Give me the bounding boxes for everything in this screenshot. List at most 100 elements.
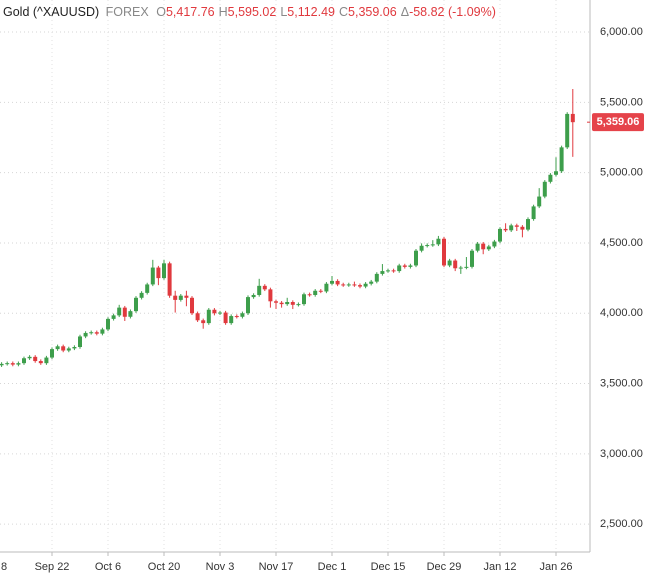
- candle-body: [324, 283, 329, 292]
- candle-body: [257, 285, 262, 295]
- candle-body: [139, 292, 144, 298]
- candle-body: [201, 320, 206, 324]
- candle-body: [296, 304, 301, 306]
- candle-body: [50, 349, 54, 358]
- candle-body: [66, 348, 71, 351]
- candle-body: [458, 267, 463, 269]
- candle-body: [436, 238, 441, 245]
- candle-body: [559, 147, 564, 172]
- candle-body: [78, 336, 82, 348]
- y-tick-label: 5,500.00: [600, 96, 643, 108]
- candle-body: [162, 263, 166, 279]
- candle-body: [268, 289, 273, 302]
- x-tick-label: Dec 15: [371, 561, 406, 573]
- candle-body: [492, 241, 497, 247]
- candle-body: [44, 357, 49, 364]
- last-price-label: 5,359.06: [597, 116, 640, 128]
- candle-body: [498, 228, 502, 242]
- candle-body: [22, 358, 26, 364]
- field-prefix: Δ: [401, 5, 409, 19]
- field-value: 5,359.06: [348, 5, 397, 19]
- candle-body: [246, 297, 250, 314]
- candle-body: [83, 332, 88, 337]
- candle-body: [212, 309, 217, 314]
- candle-body: [374, 273, 379, 282]
- x-tick-label: Dec 1: [318, 561, 347, 573]
- candle-body: [55, 346, 60, 350]
- candle-body: [33, 356, 38, 362]
- candle-body: [380, 271, 385, 274]
- candle-body: [167, 263, 172, 296]
- candle-body: [537, 196, 542, 207]
- exchange: FOREX: [106, 5, 150, 19]
- candle-body: [145, 284, 150, 293]
- y-tick-label: 5,000.00: [600, 167, 643, 179]
- header: Gold (^XAUUSD) FOREX O5,417.76 H5,595.02 L…: [3, 5, 496, 19]
- candle-body: [346, 284, 351, 286]
- candle-body: [369, 281, 374, 284]
- candle-body: [335, 280, 340, 285]
- field-prefix: L: [280, 5, 287, 19]
- candle-body: [453, 260, 458, 269]
- candle-body: [464, 266, 469, 268]
- candle-body: [554, 171, 558, 175]
- grid: [0, 0, 590, 552]
- candle-body: [10, 363, 15, 365]
- x-tick-label: Nov 17: [259, 561, 294, 573]
- candle-body: [414, 250, 418, 266]
- candle-body: [358, 285, 362, 287]
- candle-body: [38, 361, 43, 364]
- candle-body: [565, 113, 570, 148]
- field-prefix: O: [156, 5, 166, 19]
- candle-body: [251, 294, 256, 298]
- y-tick-label: 4,000.00: [600, 307, 643, 319]
- candle-body: [150, 267, 155, 285]
- x-tick-label: Sep 22: [35, 561, 70, 573]
- x-tick-label: Oct 6: [95, 561, 121, 573]
- candle-body: [5, 363, 10, 365]
- candle-body: [481, 243, 486, 250]
- candle-body: [542, 181, 547, 197]
- candle-body: [94, 332, 99, 334]
- candle-body: [178, 295, 183, 300]
- y-tick-label: 2,500.00: [600, 518, 643, 530]
- candle-body: [184, 295, 189, 298]
- candle-body: [106, 318, 110, 330]
- candle-body: [27, 356, 32, 359]
- candle-body: [442, 238, 446, 266]
- candle-body: [122, 307, 127, 317]
- candle-body: [526, 219, 530, 230]
- candle-body: [419, 245, 424, 251]
- candle-body: [223, 312, 228, 324]
- candle-body: [470, 250, 474, 267]
- candle-body: [363, 283, 368, 287]
- candle-body: [218, 312, 222, 314]
- candle-body: [352, 284, 357, 286]
- x-tick-label: Oct 20: [148, 561, 180, 573]
- candle-body: [447, 260, 452, 266]
- y-tick-label: 3,000.00: [600, 448, 643, 460]
- candle-body: [61, 346, 66, 351]
- candle-body: [285, 302, 290, 305]
- candle-body: [548, 174, 553, 182]
- y-tick-label: 6,000.00: [600, 26, 643, 38]
- candle-body: [402, 265, 407, 267]
- candle-body: [89, 332, 94, 334]
- candle-body: [117, 307, 122, 316]
- candle-body: [262, 285, 267, 290]
- candle-body: [318, 290, 323, 292]
- candle-body: [206, 309, 211, 324]
- field-prefix: H: [219, 5, 228, 19]
- candle-body: [391, 270, 396, 272]
- candle-body: [279, 302, 284, 305]
- candle-body: [514, 225, 519, 227]
- candle-body: [531, 206, 536, 220]
- candle-body: [72, 347, 77, 349]
- field-prefix: C: [339, 5, 348, 19]
- x-tick-label: Nov 3: [206, 561, 235, 573]
- candle-body: [156, 267, 161, 279]
- field-value: 5,112.49: [287, 5, 335, 19]
- y-tick-label: 4,500.00: [600, 237, 643, 249]
- candle-body: [486, 246, 491, 250]
